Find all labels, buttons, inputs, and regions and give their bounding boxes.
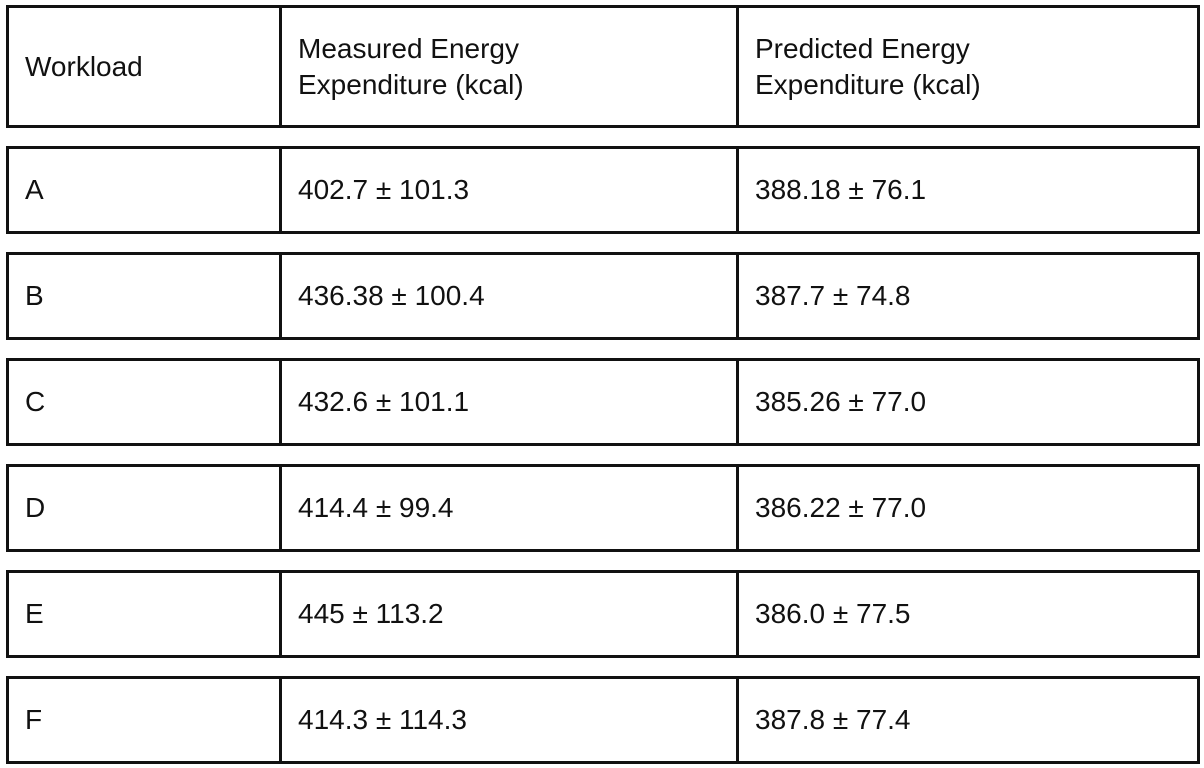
cell-text: 385.26 ± 77.0 — [755, 386, 927, 417]
table-cell: A — [9, 149, 282, 231]
cell-text: 387.8 ± 77.4 — [755, 704, 911, 735]
table-row: F 414.3 ± 114.3 387.8 ± 77.4 — [6, 676, 1200, 764]
table-row: B 436.38 ± 100.4 387.7 ± 74.8 — [6, 252, 1200, 340]
cell-text: E — [25, 598, 44, 629]
header-cell: Predicted Energy Expenditure (kcal) — [739, 8, 1197, 125]
header-cell: Workload — [9, 8, 282, 125]
table-cell: B — [9, 255, 282, 337]
cell-text: 445 ± 113.2 — [298, 598, 444, 629]
cell-text: D — [25, 492, 46, 523]
table-row: A 402.7 ± 101.3 388.18 ± 76.1 — [6, 146, 1200, 234]
table-cell: D — [9, 467, 282, 549]
table-cell: 445 ± 113.2 — [282, 573, 739, 655]
table-cell: 387.7 ± 74.8 — [739, 255, 1197, 337]
table-cell: 436.38 ± 100.4 — [282, 255, 739, 337]
header-row: Workload Measured Energy Expenditure (kca… — [6, 5, 1200, 128]
table-cell: 402.7 ± 101.3 — [282, 149, 739, 231]
cell-text: 387.7 ± 74.8 — [755, 280, 911, 311]
table-row: D 414.4 ± 99.4 386.22 ± 77.0 — [6, 464, 1200, 552]
table-cell: 432.6 ± 101.1 — [282, 361, 739, 443]
table-cell: F — [9, 679, 282, 761]
table-cell: E — [9, 573, 282, 655]
cell-text: 386.0 ± 77.5 — [755, 598, 911, 629]
cell-text: B — [25, 280, 44, 311]
cell-text: 414.4 ± 99.4 — [298, 492, 454, 523]
table-cell: 385.26 ± 77.0 — [739, 361, 1197, 443]
cell-text: 402.7 ± 101.3 — [298, 174, 470, 205]
cell-text: 388.18 ± 76.1 — [755, 174, 927, 205]
table-cell: 414.4 ± 99.4 — [282, 467, 739, 549]
cell-text: Workload — [25, 50, 143, 82]
cell-text: C — [25, 386, 46, 417]
table-cell: C — [9, 361, 282, 443]
cell-text: 414.3 ± 114.3 — [298, 704, 467, 735]
table-row: E 445 ± 113.2 386.0 ± 77.5 — [6, 570, 1200, 658]
table-cell: 386.22 ± 77.0 — [739, 467, 1197, 549]
header-cell: Measured Energy Expenditure (kcal) — [282, 8, 739, 125]
cell-text: Measured Energy Expenditure (kcal) — [298, 32, 524, 100]
cell-text: A — [25, 174, 44, 205]
table-cell: 388.18 ± 76.1 — [739, 149, 1197, 231]
table-row: C 432.6 ± 101.1 385.26 ± 77.0 — [6, 358, 1200, 446]
cell-text: 436.38 ± 100.4 — [298, 280, 485, 311]
table-cell: 387.8 ± 77.4 — [739, 679, 1197, 761]
table-cell: 414.3 ± 114.3 — [282, 679, 739, 761]
cell-text: 432.6 ± 101.1 — [298, 386, 470, 417]
table-cell: 386.0 ± 77.5 — [739, 573, 1197, 655]
cell-text: F — [25, 704, 43, 735]
cell-text: 386.22 ± 77.0 — [755, 492, 927, 523]
cell-text: Predicted Energy Expenditure (kcal) — [755, 32, 981, 100]
